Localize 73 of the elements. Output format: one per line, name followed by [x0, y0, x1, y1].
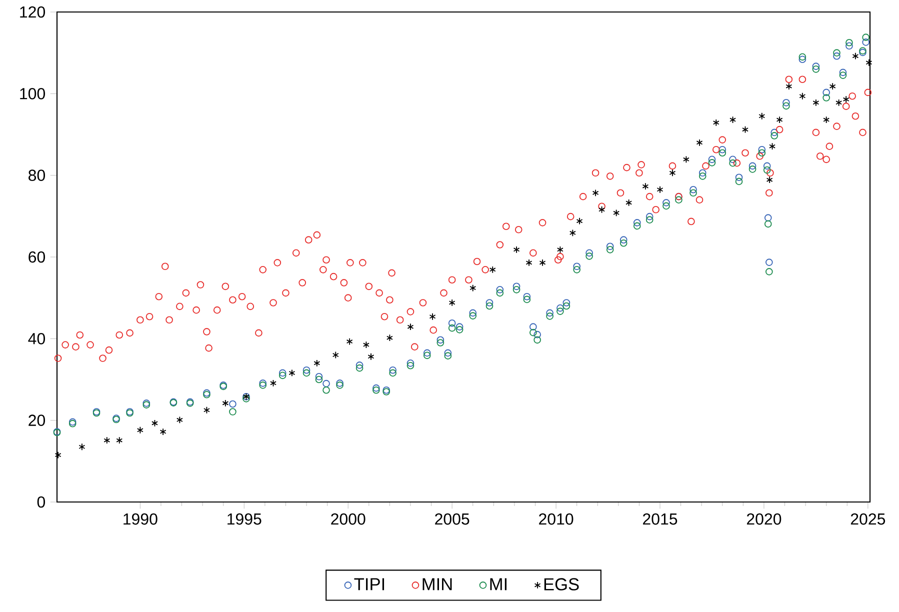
point	[576, 217, 583, 225]
x-tick-label: 2005	[435, 513, 470, 525]
point	[368, 352, 374, 360]
point	[769, 142, 776, 150]
point	[362, 341, 370, 348]
legend-label: MIN	[422, 578, 452, 590]
point	[222, 400, 229, 407]
point	[429, 312, 436, 320]
point	[314, 359, 320, 367]
point	[160, 428, 166, 436]
point	[742, 126, 748, 134]
point	[696, 138, 703, 146]
x-tick-label: 2020	[746, 513, 782, 525]
point	[539, 259, 546, 266]
y-tick-label: 80	[28, 170, 46, 181]
x-tick-label: 2000	[331, 513, 366, 525]
y-tick-label: 20	[28, 414, 46, 426]
x-tick-label: 1995	[228, 513, 262, 525]
point	[489, 266, 496, 274]
point	[812, 98, 820, 106]
point	[346, 338, 353, 346]
y-tick-label: 0	[37, 496, 46, 508]
point	[730, 116, 736, 124]
point	[656, 186, 664, 194]
point	[104, 436, 110, 444]
point	[151, 420, 158, 427]
point	[332, 351, 339, 359]
point	[270, 380, 276, 387]
point	[176, 416, 183, 424]
point	[592, 189, 599, 197]
point	[386, 334, 393, 342]
point	[776, 116, 783, 124]
x-tick-label: 1990	[124, 513, 158, 525]
point	[598, 206, 606, 214]
legend-label: TIPI	[354, 578, 384, 590]
point	[526, 259, 532, 266]
point	[613, 209, 620, 217]
x-tick-label: 2010	[539, 513, 574, 525]
point	[786, 82, 792, 90]
point	[203, 406, 210, 414]
point	[829, 82, 836, 90]
point	[407, 323, 414, 330]
point	[712, 118, 720, 126]
point	[626, 199, 632, 206]
point	[116, 436, 123, 444]
point	[766, 176, 773, 184]
point	[836, 98, 842, 106]
y-tick-label: 120	[20, 6, 46, 18]
point	[136, 426, 144, 434]
legend-label: MI	[490, 578, 507, 590]
point	[866, 58, 872, 66]
x-tick-label: 2015	[642, 513, 678, 525]
x-tick-label: 2025	[850, 513, 886, 525]
point	[682, 156, 690, 164]
y-tick-label: 60	[28, 251, 46, 263]
point	[448, 299, 456, 306]
point	[288, 369, 296, 377]
point	[842, 96, 850, 104]
point	[823, 116, 830, 124]
point	[758, 112, 766, 120]
point	[642, 182, 649, 190]
point	[556, 246, 564, 254]
point	[78, 443, 86, 451]
y-tick-label: 40	[28, 333, 46, 344]
point	[470, 284, 476, 292]
point	[569, 229, 576, 237]
point	[513, 246, 520, 254]
point	[799, 92, 806, 100]
point	[54, 451, 62, 459]
legend-label: EGS	[544, 578, 579, 590]
point	[852, 52, 859, 60]
point	[669, 169, 676, 177]
y-tick-label: 100	[20, 88, 46, 100]
